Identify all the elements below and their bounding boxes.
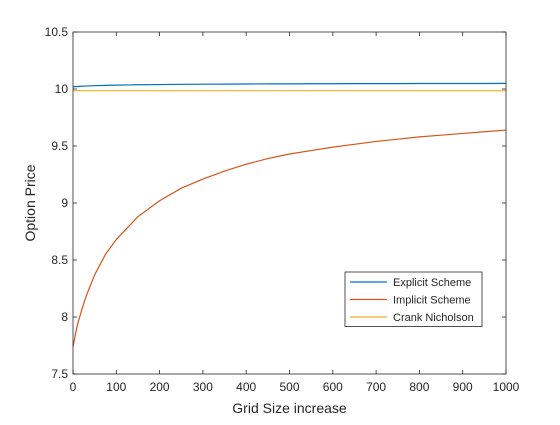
x-axis-label: Grid Size increase (232, 400, 347, 416)
y-axis-label: Option Price (22, 164, 38, 241)
y-tick-label: 10.5 (45, 25, 69, 39)
x-tick-label: 500 (279, 380, 299, 394)
series-line-1 (72, 82, 507, 88)
legend-label-1: Explicit Scheme (393, 277, 471, 289)
legend-label-2: Implicit Scheme (393, 295, 471, 307)
x-tick-label: 600 (323, 380, 343, 394)
y-tick-label: 7.5 (51, 367, 68, 381)
y-tick-label: 10 (55, 82, 69, 96)
x-tick-label: 200 (150, 380, 170, 394)
axes-layer: 0 100 200 300 400 500 600 700 800 900 1000 7.5 8 8.5 9… (45, 25, 520, 394)
y-tick-label: 9.5 (51, 139, 68, 153)
x-tick-label: 400 (236, 380, 256, 394)
series-line-2 (72, 129, 507, 347)
y-tick-label: 8 (61, 310, 68, 324)
x-tick-label: 700 (366, 380, 386, 394)
x-tick-label: 100 (106, 380, 126, 394)
y-tick-label: 8.5 (51, 253, 68, 267)
x-tick-label: 900 (453, 380, 473, 394)
x-tick-label: 800 (409, 380, 429, 394)
series-layer (72, 82, 507, 347)
x-tick-label: 1000 (493, 380, 520, 394)
legend: Explicit Scheme Implicit Scheme Crank Nich… (344, 271, 483, 327)
x-tick-label: 300 (193, 380, 213, 394)
y-tick-label: 9 (61, 196, 68, 210)
legend-label-3: Crank Nicholson (393, 312, 474, 324)
x-tick-label: 0 (70, 380, 77, 394)
